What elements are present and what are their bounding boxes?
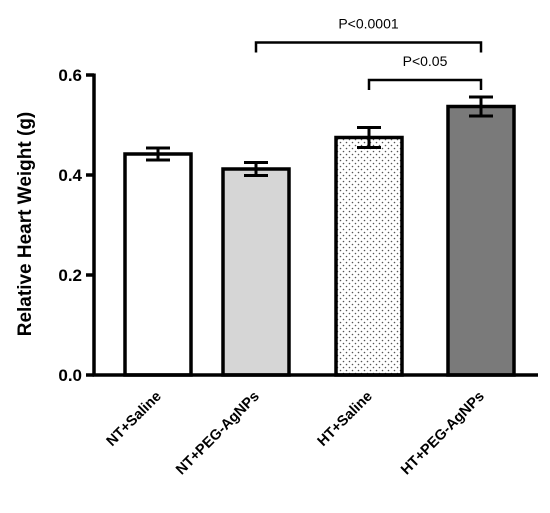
x-axis-labels: NT+Saline NT+PEG-AgNPs HT+Saline HT+PEG-AgN… — [104, 389, 488, 479]
bar-ht-saline — [334, 135, 404, 377]
x-category-label: NT+Saline — [104, 389, 165, 450]
y-tick-label: 0.4 — [58, 166, 82, 185]
y-axis-label: Relative Heart Weight (g) — [15, 112, 36, 337]
y-tick-label: 0.6 — [58, 66, 82, 85]
bar-nt-peg-agnps — [221, 167, 291, 377]
significance-bracket — [254, 41, 483, 53]
x-category-label: HT+Saline — [315, 389, 376, 450]
bar-nt-saline — [123, 152, 193, 377]
p-value-label: P<0.0001 — [338, 16, 399, 32]
bars — [123, 104, 516, 377]
significance-brackets: P<0.0001 P<0.05 — [254, 16, 483, 90]
y-axis: 0.0 0.2 0.4 0.6 — [58, 66, 94, 385]
p-value-label: P<0.05 — [403, 53, 448, 69]
bar-ht-peg-agnps — [446, 104, 516, 377]
y-tick-label: 0.0 — [58, 366, 82, 385]
error-bars — [146, 95, 493, 177]
y-tick-label: 0.2 — [58, 266, 82, 285]
x-category-label: NT+PEG-AgNPs — [173, 389, 263, 479]
significance-bracket — [367, 78, 483, 90]
x-category-label: HT+PEG-AgNPs — [398, 389, 488, 479]
